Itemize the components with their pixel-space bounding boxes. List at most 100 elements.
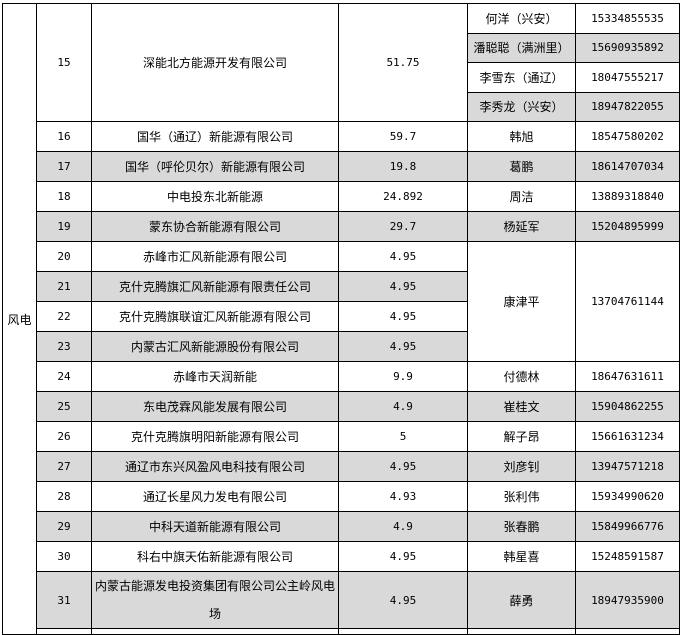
contact-phone: 15204895999 (575, 211, 680, 242)
contact-name: 韩星喜 (467, 541, 576, 572)
contact-phone: 15934990620 (575, 481, 680, 512)
contact-phone: 15334855535 (575, 3, 680, 34)
contact-name: 康津平 (467, 241, 576, 362)
company-name: 克什克腾旗汇风新能源有限责任公司 (91, 271, 339, 302)
table-row: 风电 15 深能北方能源开发有限公司 51.75 何洋（兴安） 15334855535 (2, 3, 680, 635)
contact-name: 崔桂文 (467, 391, 576, 422)
company-name: 国华（通辽）新能源有限公司 (91, 121, 339, 152)
company-name: 内蒙古汇风新能源股份有限公司 (91, 331, 339, 362)
contact-name: 张春鹏 (467, 511, 576, 542)
capacity-value: 59.7 (338, 121, 468, 152)
table-row: 28 通辽长星风力发电有限公司 4.93 张利伟 15934990620 (3, 481, 680, 512)
row-number: 29 (36, 511, 92, 542)
table-row: 21 克什克腾旗汇风新能源有限责任公司 4.95 (3, 271, 680, 302)
company-name: 科右中旗天佑新能源有限公司 (91, 541, 339, 572)
capacity-value: 4.95 (338, 331, 468, 362)
capacity-value: 4.9 (338, 511, 468, 542)
company-name: 赤峰市天润新能 (91, 361, 339, 392)
company-name: 中科天道新能源有限公司 (91, 511, 339, 542)
contact-name: 刘彦钊 (467, 451, 576, 482)
capacity-value: 9.9 (338, 361, 468, 392)
table-row: 李雪东（通辽） 18047555217 (3, 62, 680, 93)
contact-phone: 15690935892 (575, 32, 680, 63)
table-row: 20 赤峰市汇风新能源有限公司 4.95 康津平 13704761144 (3, 241, 680, 362)
row-number: 17 (36, 151, 92, 182)
capacity-value: 29.7 (338, 211, 468, 242)
capacity-value: 51.75 (338, 3, 468, 122)
capacity-value: 4.95 (338, 301, 468, 332)
capacity-value: 4.95 (338, 571, 468, 629)
company-name: 克什克腾旗明阳新能源有限公司 (91, 421, 339, 452)
contact-name: 李秀龙（兴安） (467, 91, 576, 122)
contact-name: 何洋（兴安） (467, 3, 576, 34)
contact-phone: 13889318840 (575, 181, 680, 212)
contact-name: 李雪东（通辽） (467, 62, 576, 93)
company-name: 中电投东北新能源 (91, 181, 339, 212)
row-number: 31 (36, 571, 92, 629)
company-name: 通辽市东兴风盈风电科技有限公司 (91, 451, 339, 482)
table-row: 25 东电茂霖风能发展有限公司 4.9 崔桂文 15904862255 (3, 391, 680, 422)
row-number: 19 (36, 211, 92, 242)
contact-name: 薛勇 (467, 571, 576, 629)
contact-phone: 15248591587 (575, 541, 680, 572)
contact-name: 韩旭 (467, 121, 576, 152)
company-name: 东电茂霖风能发展有限公司 (91, 391, 339, 422)
company-name: 深能北方能源开发有限公司 (91, 3, 339, 122)
table-row: 23 内蒙古汇风新能源股份有限公司 4.95 (3, 331, 680, 362)
contact-name: 付德林 (467, 361, 576, 392)
contact-name: 周洁 (467, 181, 576, 212)
contact-phone: 18947935900 (575, 571, 680, 629)
row-number: 16 (36, 121, 92, 152)
contact-phone: 15661631234 (575, 421, 680, 452)
row-number: 18 (36, 181, 92, 212)
capacity-value: 4.95 (338, 271, 468, 302)
table-row: 李秀龙（兴安） 18947822055 (3, 91, 680, 122)
wind-power-contacts-table: 风电 15 深能北方能源开发有限公司 51.75 何洋（兴安） 15334855535 潘聪… (2, 3, 680, 635)
contact-name: 杨延军 (467, 211, 576, 242)
table-row: 18 中电投东北新能源 24.892 周洁 13889318840 (3, 181, 680, 212)
capacity-value: 24.892 (338, 181, 468, 212)
capacity-value: 4.9 (338, 391, 468, 422)
table-row: 30 科右中旗天佑新能源有限公司 4.95 韩星喜 15248591587 (3, 541, 680, 572)
row-number: 28 (36, 481, 92, 512)
row-number: 30 (36, 541, 92, 572)
contact-phone: 15849966776 (575, 511, 680, 542)
row-number: 25 (36, 391, 92, 422)
row-number: 26 (36, 421, 92, 452)
capacity-value: 4.95 (338, 241, 468, 272)
row-number: 24 (36, 361, 92, 392)
company-name: 蒙东协合新能源有限公司 (91, 211, 339, 242)
table-row: 24 赤峰市天润新能 9.9 付德林 18647631611 (3, 361, 680, 392)
capacity-value: 19.8 (338, 151, 468, 182)
company-name: 赤峰市汇风新能源有限公司 (91, 241, 339, 272)
row-number: 15 (36, 3, 92, 122)
table-row: 16 国华（通辽）新能源有限公司 59.7 韩旭 18547580202 (3, 121, 680, 152)
capacity-value: 4.93 (338, 481, 468, 512)
row-number: 20 (36, 241, 92, 272)
contact-name: 解子昂 (467, 421, 576, 452)
capacity-value: 4.95 (338, 541, 468, 572)
table-row: 潘聪聪（满洲里） 15690935892 (3, 32, 680, 63)
contact-phone: 13704761144 (575, 241, 680, 362)
contact-phone: 15904862255 (575, 391, 680, 422)
contact-phone: 18047555217 (575, 62, 680, 93)
capacity-value: 5 (338, 421, 468, 452)
table-row: 19 蒙东协合新能源有限公司 29.7 杨延军 15204895999 (3, 211, 680, 242)
contact-phone: 13947571218 (575, 451, 680, 482)
table-row: 22 克什克腾旗联谊汇风新能源有限公司 4.95 (3, 301, 680, 332)
contact-name: 葛鹏 (467, 151, 576, 182)
contact-phone: 18947822055 (575, 91, 680, 122)
capacity-value: 4.95 (338, 451, 468, 482)
table-row: 31 内蒙古能源发电投资集团有限公司公主岭风电场 4.95 薛勇 18947935900 (3, 571, 680, 629)
category-cell: 风电 (2, 3, 37, 635)
table-row: 26 克什克腾旗明阳新能源有限公司 5 解子昂 15661631234 (3, 421, 680, 452)
contact-phone: 18614707034 (575, 151, 680, 182)
table-row: 27 通辽市东兴风盈风电科技有限公司 4.95 刘彦钊 13947571218 (3, 451, 680, 482)
table-row: 29 中科天道新能源有限公司 4.9 张春鹏 15849966776 (3, 511, 680, 542)
contact-name: 张利伟 (467, 481, 576, 512)
row-number: 23 (36, 331, 92, 362)
contact-phone: 18647631611 (575, 361, 680, 392)
contact-phone: 18547580202 (575, 121, 680, 152)
row-number: 22 (36, 301, 92, 332)
company-name: 克什克腾旗联谊汇风新能源有限公司 (91, 301, 339, 332)
